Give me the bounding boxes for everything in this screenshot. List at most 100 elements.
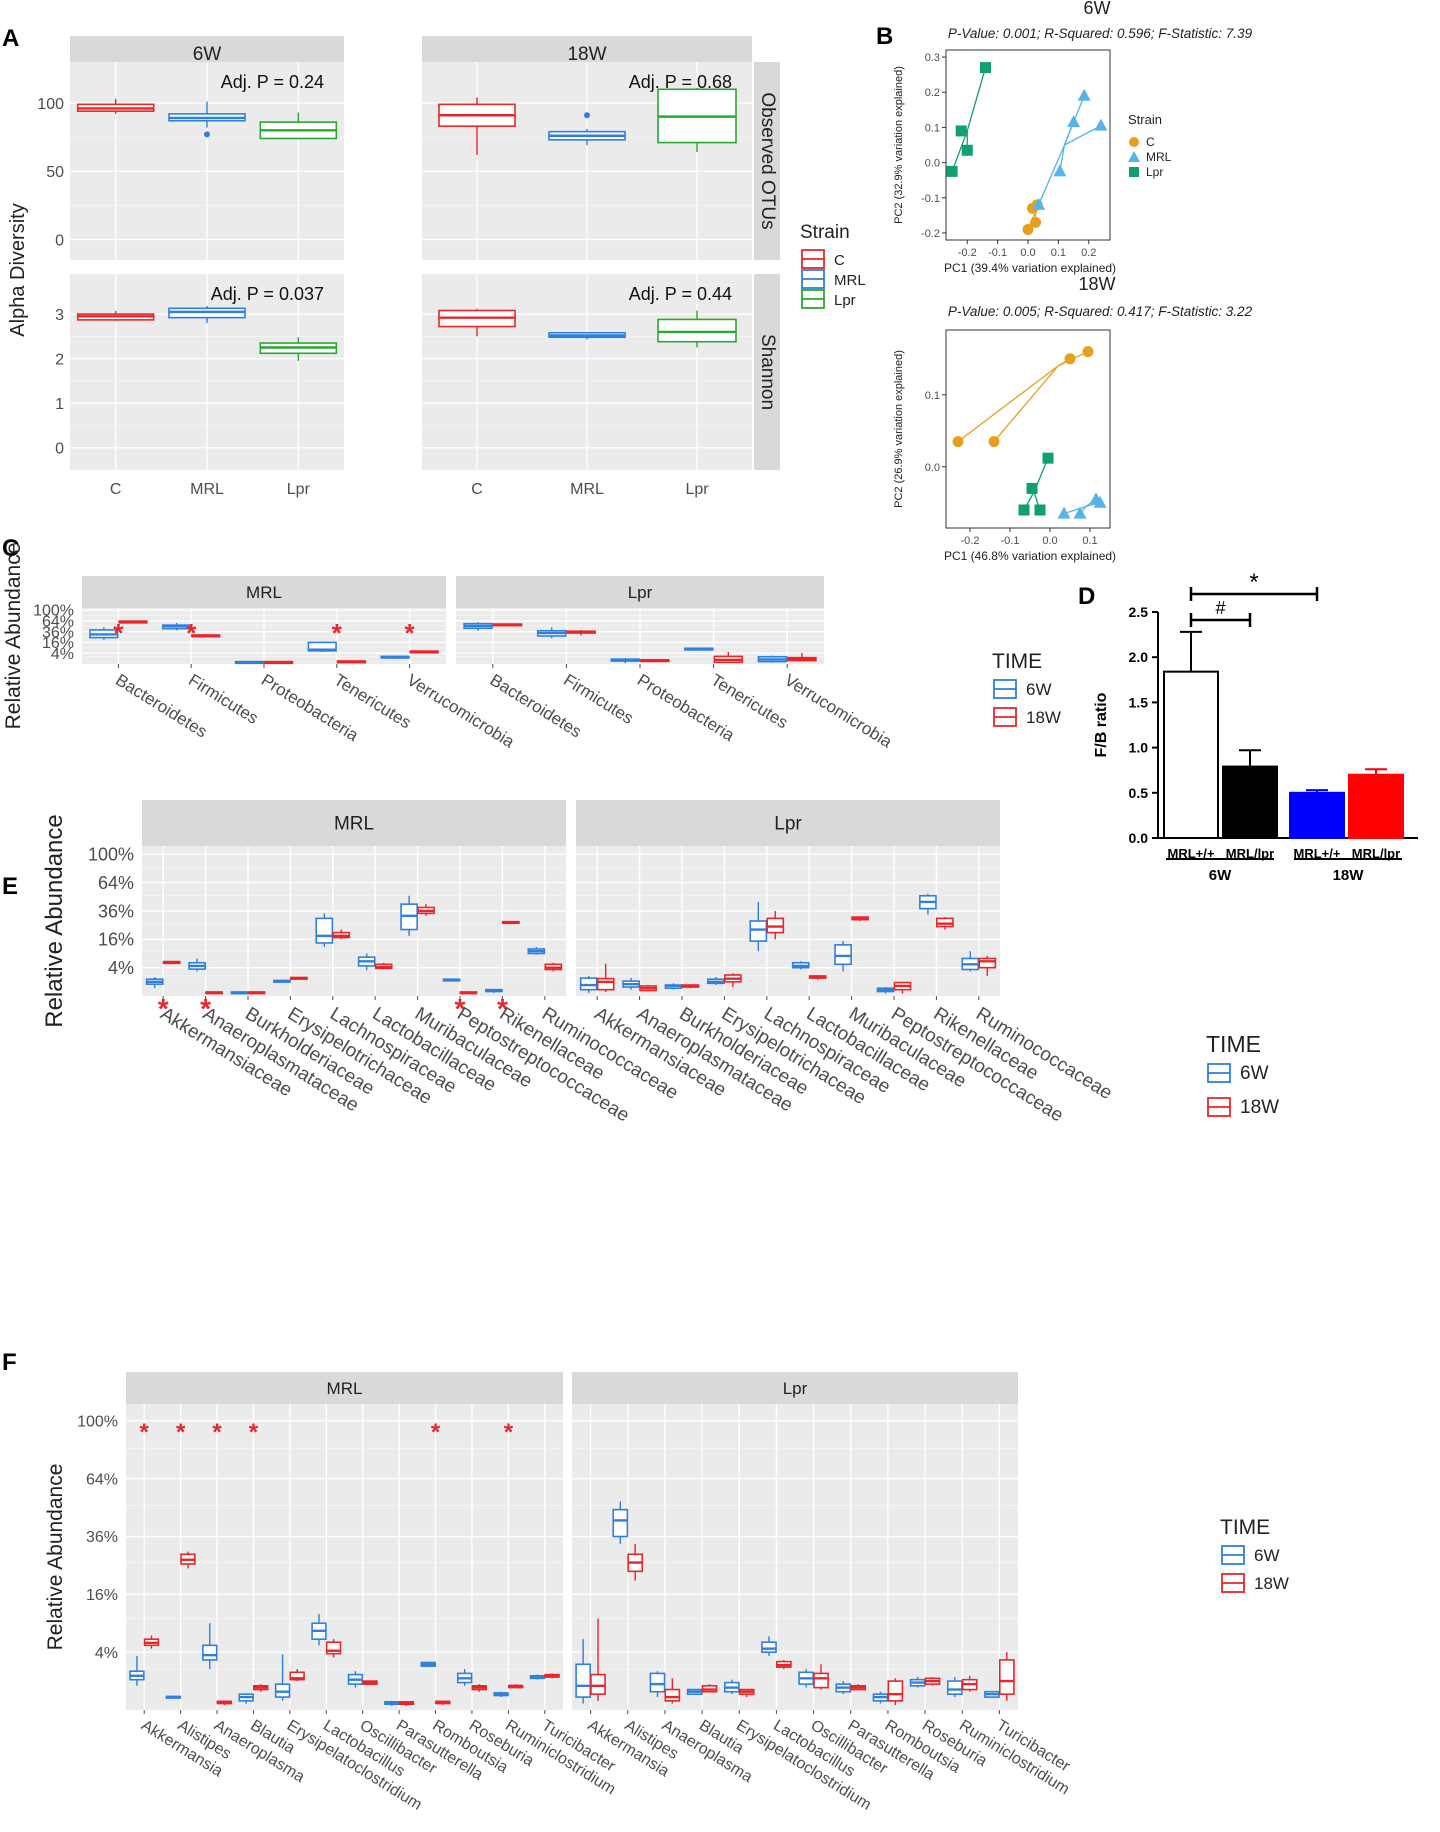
b-legend-key-c xyxy=(1129,137,1139,147)
b-plot-6w-ytick-0-1: -0.1 xyxy=(921,193,940,205)
b-plot-6w-point-mrl-4 xyxy=(1094,118,1108,131)
f-box-lpr-6w-akkermansia-box xyxy=(575,1663,592,1698)
f-box-lpr-18w-oscillibacter-box xyxy=(813,1672,829,1689)
a-strip-label-18w: 18W xyxy=(567,44,606,65)
a-adj-p-annotation: Adj. P = 0.037 xyxy=(211,284,324,304)
a-ytick-1-3: 3 xyxy=(55,307,64,324)
b-plot-6w-spider-mrl-4 xyxy=(1064,125,1102,146)
e-box-lpr-6w-lachnospiraceae-box xyxy=(749,920,768,942)
f-strip-label-mrl: MRL xyxy=(327,1379,363,1398)
e-ytick-100: 100% xyxy=(88,845,134,865)
b-plot-18w-point-c-3 xyxy=(1082,346,1094,358)
a-xtick-mrl: MRL xyxy=(570,481,604,498)
b-plot-6w-title: 6W xyxy=(1084,0,1111,18)
f-box-lpr-18w-romboutsia-box xyxy=(887,1680,904,1702)
d-ytick-2-0: 2.0 xyxy=(1129,649,1149,665)
d-xtick-0-mrl: MRL+/+ xyxy=(1168,846,1215,861)
a-box-0-6w-mrl-outlier-0 xyxy=(204,131,210,138)
a-box-1-18w-lpr-box xyxy=(657,318,737,343)
b-plot-18w-xtick-0-1: -0.1 xyxy=(1001,535,1020,547)
f-ytick-36: 36% xyxy=(86,1529,118,1546)
f-box-lpr-18w-anaeroplasma-box xyxy=(664,1688,681,1702)
f-box-lpr-6w-anaeroplasma-box xyxy=(649,1672,666,1693)
b-plot-6w-point-lpr-3 xyxy=(979,62,991,74)
c-legend-title: TIME xyxy=(992,650,1042,673)
panel-f-genus-abundance: Relative Abundance100%64%36%16%4%MRL*Akk… xyxy=(44,1372,1289,1814)
a-adj-p-annotation: Adj. P = 0.24 xyxy=(221,72,324,92)
b-plot-6w-ylabel: PC2 (32.9% variation explained) xyxy=(893,66,905,224)
panel-a-alpha-diversity: Alpha Diversity 6W 18W Observed OTUs 0 50 100 A… xyxy=(7,36,866,498)
a-ytick-0-50: 50 xyxy=(46,164,64,181)
c-strip-lpr xyxy=(456,576,824,608)
e-legend-label-18w: 18W xyxy=(1240,1097,1279,1118)
f-box-lpr-6w-ruminiclostridium-box xyxy=(946,1680,963,1695)
a-box-0-18w-mrl-outlier-0 xyxy=(584,112,590,119)
c-xtick-lpr-verrucomicrobia: Verrucomicrobia xyxy=(781,670,896,751)
b-plot-18w-point-mrl-1 xyxy=(1073,506,1087,519)
a-adj-p-annotation: Adj. P = 0.68 xyxy=(629,72,732,92)
b-plot-6w-ytick-0-0: 0.0 xyxy=(925,158,940,170)
b-plot-18w-point-lpr-2 xyxy=(1034,504,1046,516)
e-strip-label-lpr: Lpr xyxy=(774,814,802,835)
panel-e-family-abundance: Relative Abundance 100%64%36%16%4%MRL*Akk… xyxy=(41,800,1279,1126)
e-significance-star-rikenellaceae: * xyxy=(497,993,508,1024)
a-ytick-0-100: 100 xyxy=(37,96,64,113)
b-plot-18w-point-mrl-0 xyxy=(1057,506,1071,519)
b-plot-6w-point-mrl-2 xyxy=(1067,115,1081,128)
e-ytick-36: 36% xyxy=(98,901,134,921)
c-strip-label-lpr: Lpr xyxy=(628,583,653,602)
a-xtick-mrl: MRL xyxy=(190,481,224,498)
b-plot-6w-xtick-0-1: 0.1 xyxy=(1051,247,1066,259)
d-signif-label-0: # xyxy=(1215,598,1225,618)
b-plot-6w-xtick-0-2: -0.2 xyxy=(958,247,977,259)
panel-letter-c: C xyxy=(2,535,19,562)
c-significance-star-tenericutes: * xyxy=(332,618,343,648)
e-panel-bg-lpr xyxy=(576,846,1000,996)
b-plot-18w-point-lpr-3 xyxy=(1042,452,1054,464)
f-ytick-4: 4% xyxy=(95,1645,118,1662)
d-xtick-2-mrl: MRL+/+ xyxy=(1294,846,1341,861)
a-ytick-1-1: 1 xyxy=(55,396,64,413)
b-plot-6w-point-c-0 xyxy=(1022,223,1034,235)
e-ytick-4: 4% xyxy=(108,958,134,978)
b-plot-6w-ytick-0-1: 0.1 xyxy=(925,122,940,134)
b-plot-6w-stats: P-Value: 0.001; R-Squared: 0.596; F-Stat… xyxy=(948,26,1253,41)
a-ytick-0-0: 0 xyxy=(55,233,64,250)
d-y-axis-label: F/B ratio xyxy=(1093,692,1110,757)
c-strip-mrl xyxy=(82,576,446,608)
b-plot-6w-xtick-0-0: 0.0 xyxy=(1020,247,1035,259)
b-plot-6w-xtick-0-1: -0.1 xyxy=(988,247,1007,259)
e-box-lpr-18w-ruminococcaceae-box xyxy=(978,957,997,969)
c-significance-star-verrucomicrobia: * xyxy=(405,618,416,648)
d-xtick-1-mrl-lpr: MRL/lpr xyxy=(1226,846,1274,861)
panel-c-phylum-abundance: Relative Abundance 100%64%36%16%4%MRL*Bac… xyxy=(2,543,1061,752)
b-plot-6w-ytick-0-2: -0.2 xyxy=(921,228,940,240)
f-ytick-16: 16% xyxy=(86,1587,118,1604)
b-legend-title: Strain xyxy=(1128,112,1162,127)
e-ytick-16: 16% xyxy=(98,930,134,950)
f-significance-star-ruminiclostridium: * xyxy=(504,1419,514,1446)
b-plot-18w-ytick-0-0: 0.0 xyxy=(925,462,940,474)
a-xtick-c: C xyxy=(471,481,483,498)
b-plot-6w-ytick-0-2: 0.2 xyxy=(925,87,940,99)
a-row-strip-label-observed-otus: Observed OTUs xyxy=(757,92,778,229)
b-plot-18w-ylabel: PC2 (26.9% variation explained) xyxy=(893,350,905,508)
b-plot-18w-spider-c-1 xyxy=(993,365,1059,443)
b-plot-6w-spider-lpr-3 xyxy=(966,67,987,132)
b-plot-18w-point-c-0 xyxy=(952,436,964,448)
a-legend-title: Strain xyxy=(800,222,850,243)
d-bar-2 xyxy=(1289,791,1345,839)
e-box-lpr-18w-akkermansiaceae-box xyxy=(596,977,615,991)
b-plot-6w-spider-mrl-0 xyxy=(1038,144,1066,206)
e-strip-label-mrl: MRL xyxy=(334,814,374,835)
b-plot-6w-point-lpr-2 xyxy=(961,144,973,156)
f-box-lpr-6w-lactobacillus-box xyxy=(761,1641,777,1653)
d-ytick-2-5: 2.5 xyxy=(1129,604,1149,620)
e-strip-mrl xyxy=(142,800,566,846)
c-legend-label-6w: 6W xyxy=(1026,680,1052,699)
e-box-lpr-18w-rikenellaceae-box xyxy=(936,917,954,928)
f-strip-lpr xyxy=(572,1372,1018,1404)
f-significance-star-alistipes: * xyxy=(176,1419,186,1446)
a-legend-label-mrl: MRL xyxy=(834,272,866,289)
a-y-axis-label: Alpha Diversity xyxy=(7,203,29,336)
